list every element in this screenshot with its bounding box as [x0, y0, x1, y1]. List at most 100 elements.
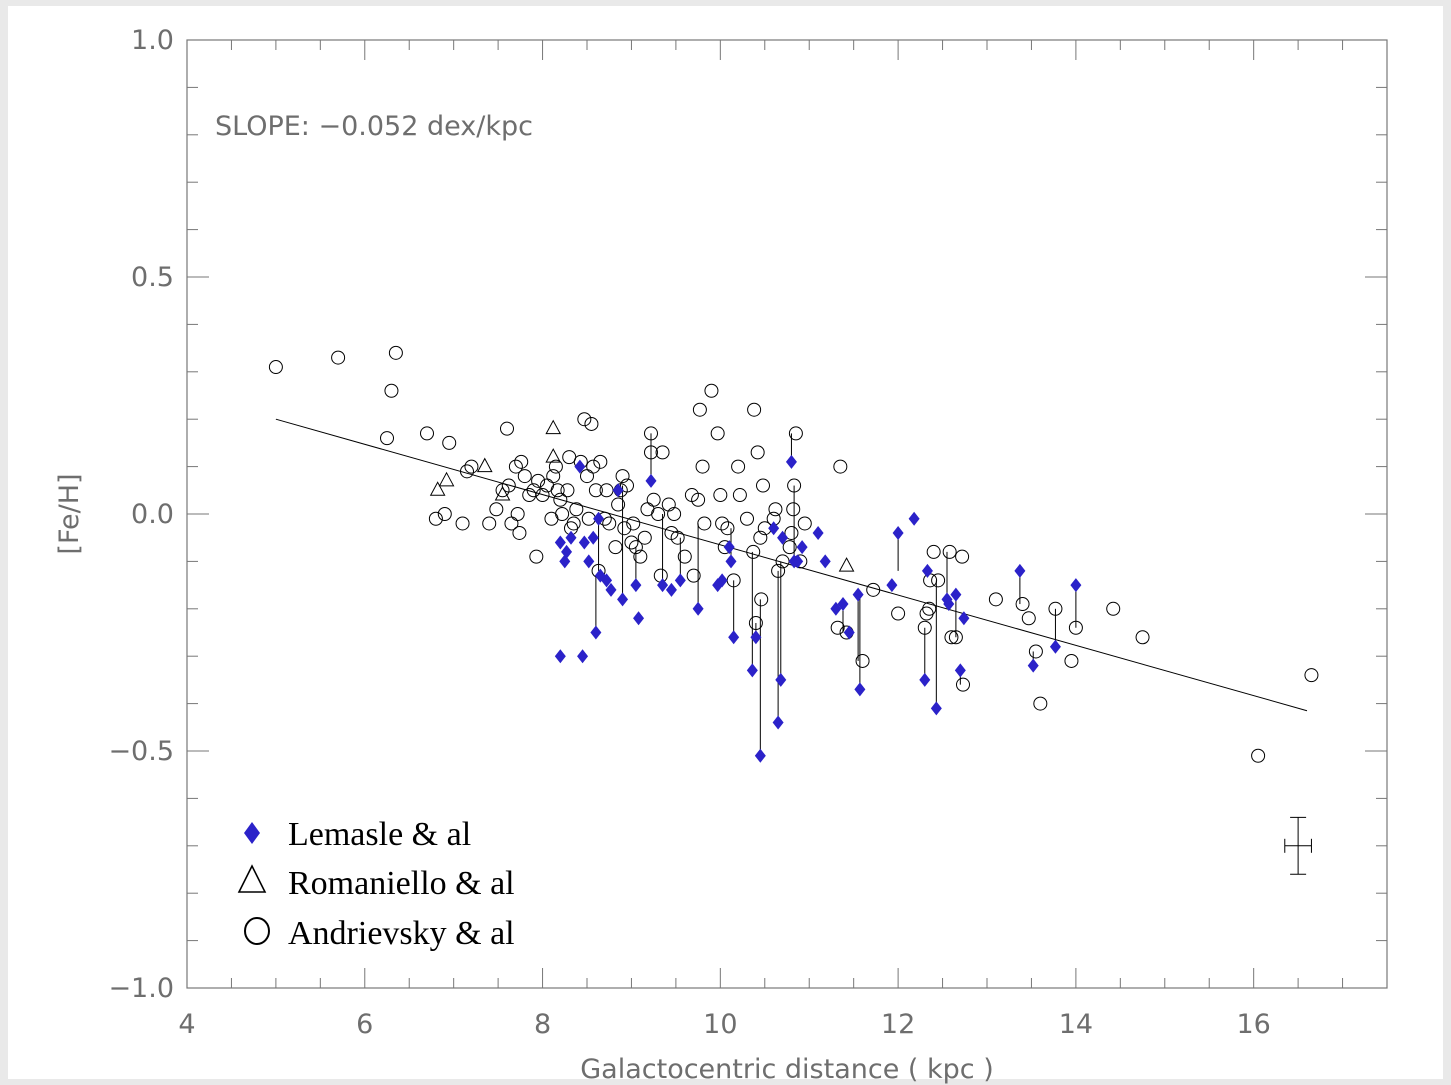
lemasle-point [886, 578, 898, 593]
andrievsky-point [1028, 644, 1043, 659]
andrievsky-point [566, 516, 581, 531]
andrievsky-point [420, 426, 434, 441]
andrievsky-point [489, 502, 504, 517]
andrievsky-point [548, 459, 563, 474]
andrievsky-point [944, 630, 959, 645]
andrievsky-point [646, 492, 661, 507]
andrievsky-point [731, 459, 746, 474]
x-axis-label: Galactocentric distance ( kpc ) [580, 1054, 994, 1085]
andrievsky-point [942, 544, 957, 559]
lemasle-point [792, 554, 804, 569]
lemasle-point [574, 459, 586, 474]
andrievsky-point [1048, 601, 1063, 616]
andrievsky-point [550, 483, 565, 498]
andrievsky-point [891, 606, 906, 621]
andrievsky-point [1064, 653, 1079, 668]
andrievsky-point [1021, 611, 1036, 626]
andrievsky-point [531, 473, 546, 488]
error-bar [1284, 816, 1312, 875]
andrievsky-point [588, 483, 603, 498]
lemasle-point [728, 630, 740, 645]
y-tick-label: −1.0 [108, 973, 174, 1004]
lemasle-point [692, 601, 704, 616]
lemasle-point [645, 473, 657, 488]
x-tick-label: 4 [178, 1009, 195, 1040]
lemasle-point [554, 535, 566, 550]
andrievsky-point [692, 402, 707, 417]
andrievsky-point [715, 516, 730, 531]
lemasle-point [559, 554, 571, 569]
lemasle-point [633, 611, 645, 626]
andrievsky-point [748, 616, 763, 631]
lemasle-point [605, 582, 617, 597]
andrievsky-point [464, 459, 479, 474]
legend-label-andrievsky: Andrievsky & al [288, 915, 515, 952]
lemasle-point [958, 611, 970, 626]
andrievsky-point [510, 507, 525, 521]
lemasle-point [943, 597, 955, 612]
andrievsky-point [833, 459, 848, 474]
andrievsky-point [455, 516, 470, 531]
lemasle-point [665, 582, 677, 597]
andrievsky-point [1304, 668, 1319, 683]
y-tick-label: −0.5 [108, 736, 174, 767]
lemasle-point [892, 525, 904, 540]
lemasle-point [561, 544, 573, 559]
andrievsky-point [797, 516, 812, 531]
andrievsky-point [782, 540, 797, 555]
x-tick-label: 12 [881, 1009, 915, 1040]
romaniello-point [545, 448, 562, 463]
lemasle-point [554, 649, 566, 664]
andrievsky-point [720, 521, 735, 536]
tick-labels: 4 6 8 10 12 14 16 −1.0 −0.5 0.0 0.5 1.0 [108, 25, 1270, 1040]
andrievsky-point [830, 620, 845, 635]
andrievsky-point [624, 535, 639, 550]
lemasle-point [750, 630, 762, 645]
andrievsky-point [756, 478, 770, 493]
andrievsky-point [584, 416, 599, 431]
andrievsky-point [732, 488, 747, 503]
andrievsky-point [644, 445, 658, 460]
andrievsky-point [593, 454, 608, 469]
andrievsky-point [740, 511, 754, 526]
andrievsky-point [526, 483, 541, 498]
lemasle-point [593, 511, 605, 526]
andrievsky-point [569, 502, 584, 517]
y-tick-label: 1.0 [131, 25, 174, 56]
andrievsky-point [787, 478, 802, 493]
lemasle-point [843, 625, 855, 640]
romaniello-point [494, 485, 511, 501]
andrievsky-point [922, 601, 937, 616]
romaniello-point [838, 557, 855, 572]
andrievsky-point [384, 383, 399, 398]
andrievsky-point [651, 507, 666, 521]
andrievsky-point [955, 549, 970, 564]
andrievsky-point [437, 507, 452, 521]
andrievsky-point [644, 426, 658, 441]
andrievsky-point [753, 530, 768, 545]
andrievsky-point [535, 488, 550, 503]
andrievsky-point [768, 502, 783, 517]
andrievsky-point [670, 530, 685, 545]
andrievsky-point [555, 507, 570, 521]
romaniello-point [429, 481, 446, 496]
lemasle-point [930, 701, 942, 716]
andrievsky-point [620, 478, 634, 493]
lemasle-point [1070, 578, 1082, 593]
romaniello-point [476, 457, 493, 473]
legend-label-lemasle: Lemasle & al [288, 816, 471, 853]
slope-annotation: SLOPE: −0.052 dex/kpc [215, 111, 533, 142]
lemasle-point [812, 525, 824, 540]
lemasle-point [768, 521, 780, 536]
andrievsky-point [586, 459, 601, 474]
lemasle-point [725, 554, 737, 569]
andrievsky-point [626, 516, 641, 531]
andrievsky-point [512, 525, 527, 540]
lemasle-point [1014, 563, 1026, 578]
andrievsky-points [268, 345, 1319, 763]
andrievsky-point [331, 350, 346, 365]
andrievsky-point [428, 511, 443, 526]
andrievsky-point [611, 497, 626, 512]
andrievsky-point [1135, 630, 1150, 645]
